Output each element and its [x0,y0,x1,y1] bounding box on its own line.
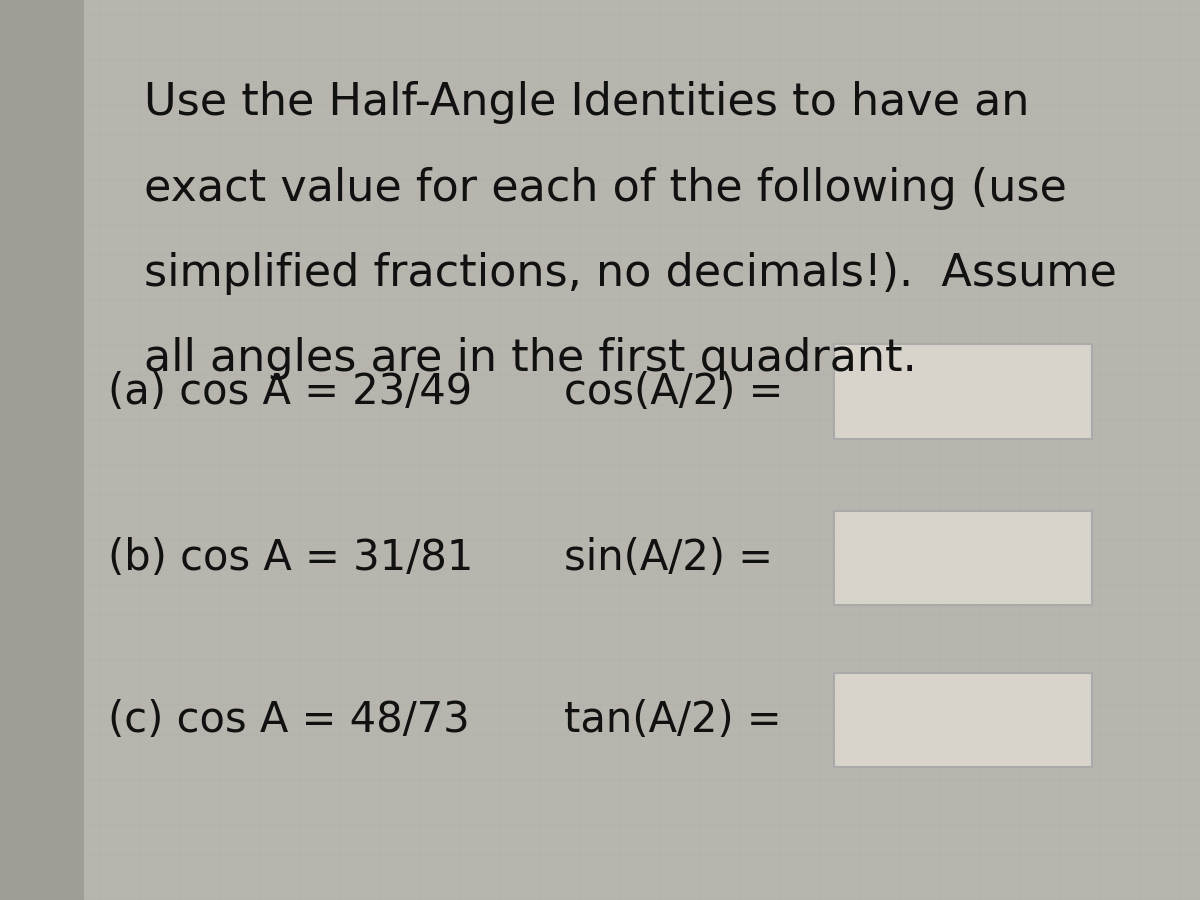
Text: tan(A/2) =: tan(A/2) = [564,699,781,741]
Text: Use the Half-Angle Identities to have an: Use the Half-Angle Identities to have an [144,81,1030,124]
Bar [834,511,1092,605]
Text: all angles are in the first quadrant.: all angles are in the first quadrant. [144,338,917,381]
Text: cos(A/2) =: cos(A/2) = [564,371,784,412]
Text: (c) cos A = 48/73: (c) cos A = 48/73 [108,699,469,741]
Text: (a) cos A = 23/49: (a) cos A = 23/49 [108,371,472,412]
Text: sin(A/2) =: sin(A/2) = [564,537,773,579]
Text: exact value for each of the following (use: exact value for each of the following (u… [144,166,1067,210]
Bar [0,0,84,900]
Text: simplified fractions, no decimals!).  Assume: simplified fractions, no decimals!). Ass… [144,252,1117,295]
Text: (b) cos A = 31/81: (b) cos A = 31/81 [108,537,473,579]
Bar [834,673,1092,767]
Bar [834,345,1092,439]
